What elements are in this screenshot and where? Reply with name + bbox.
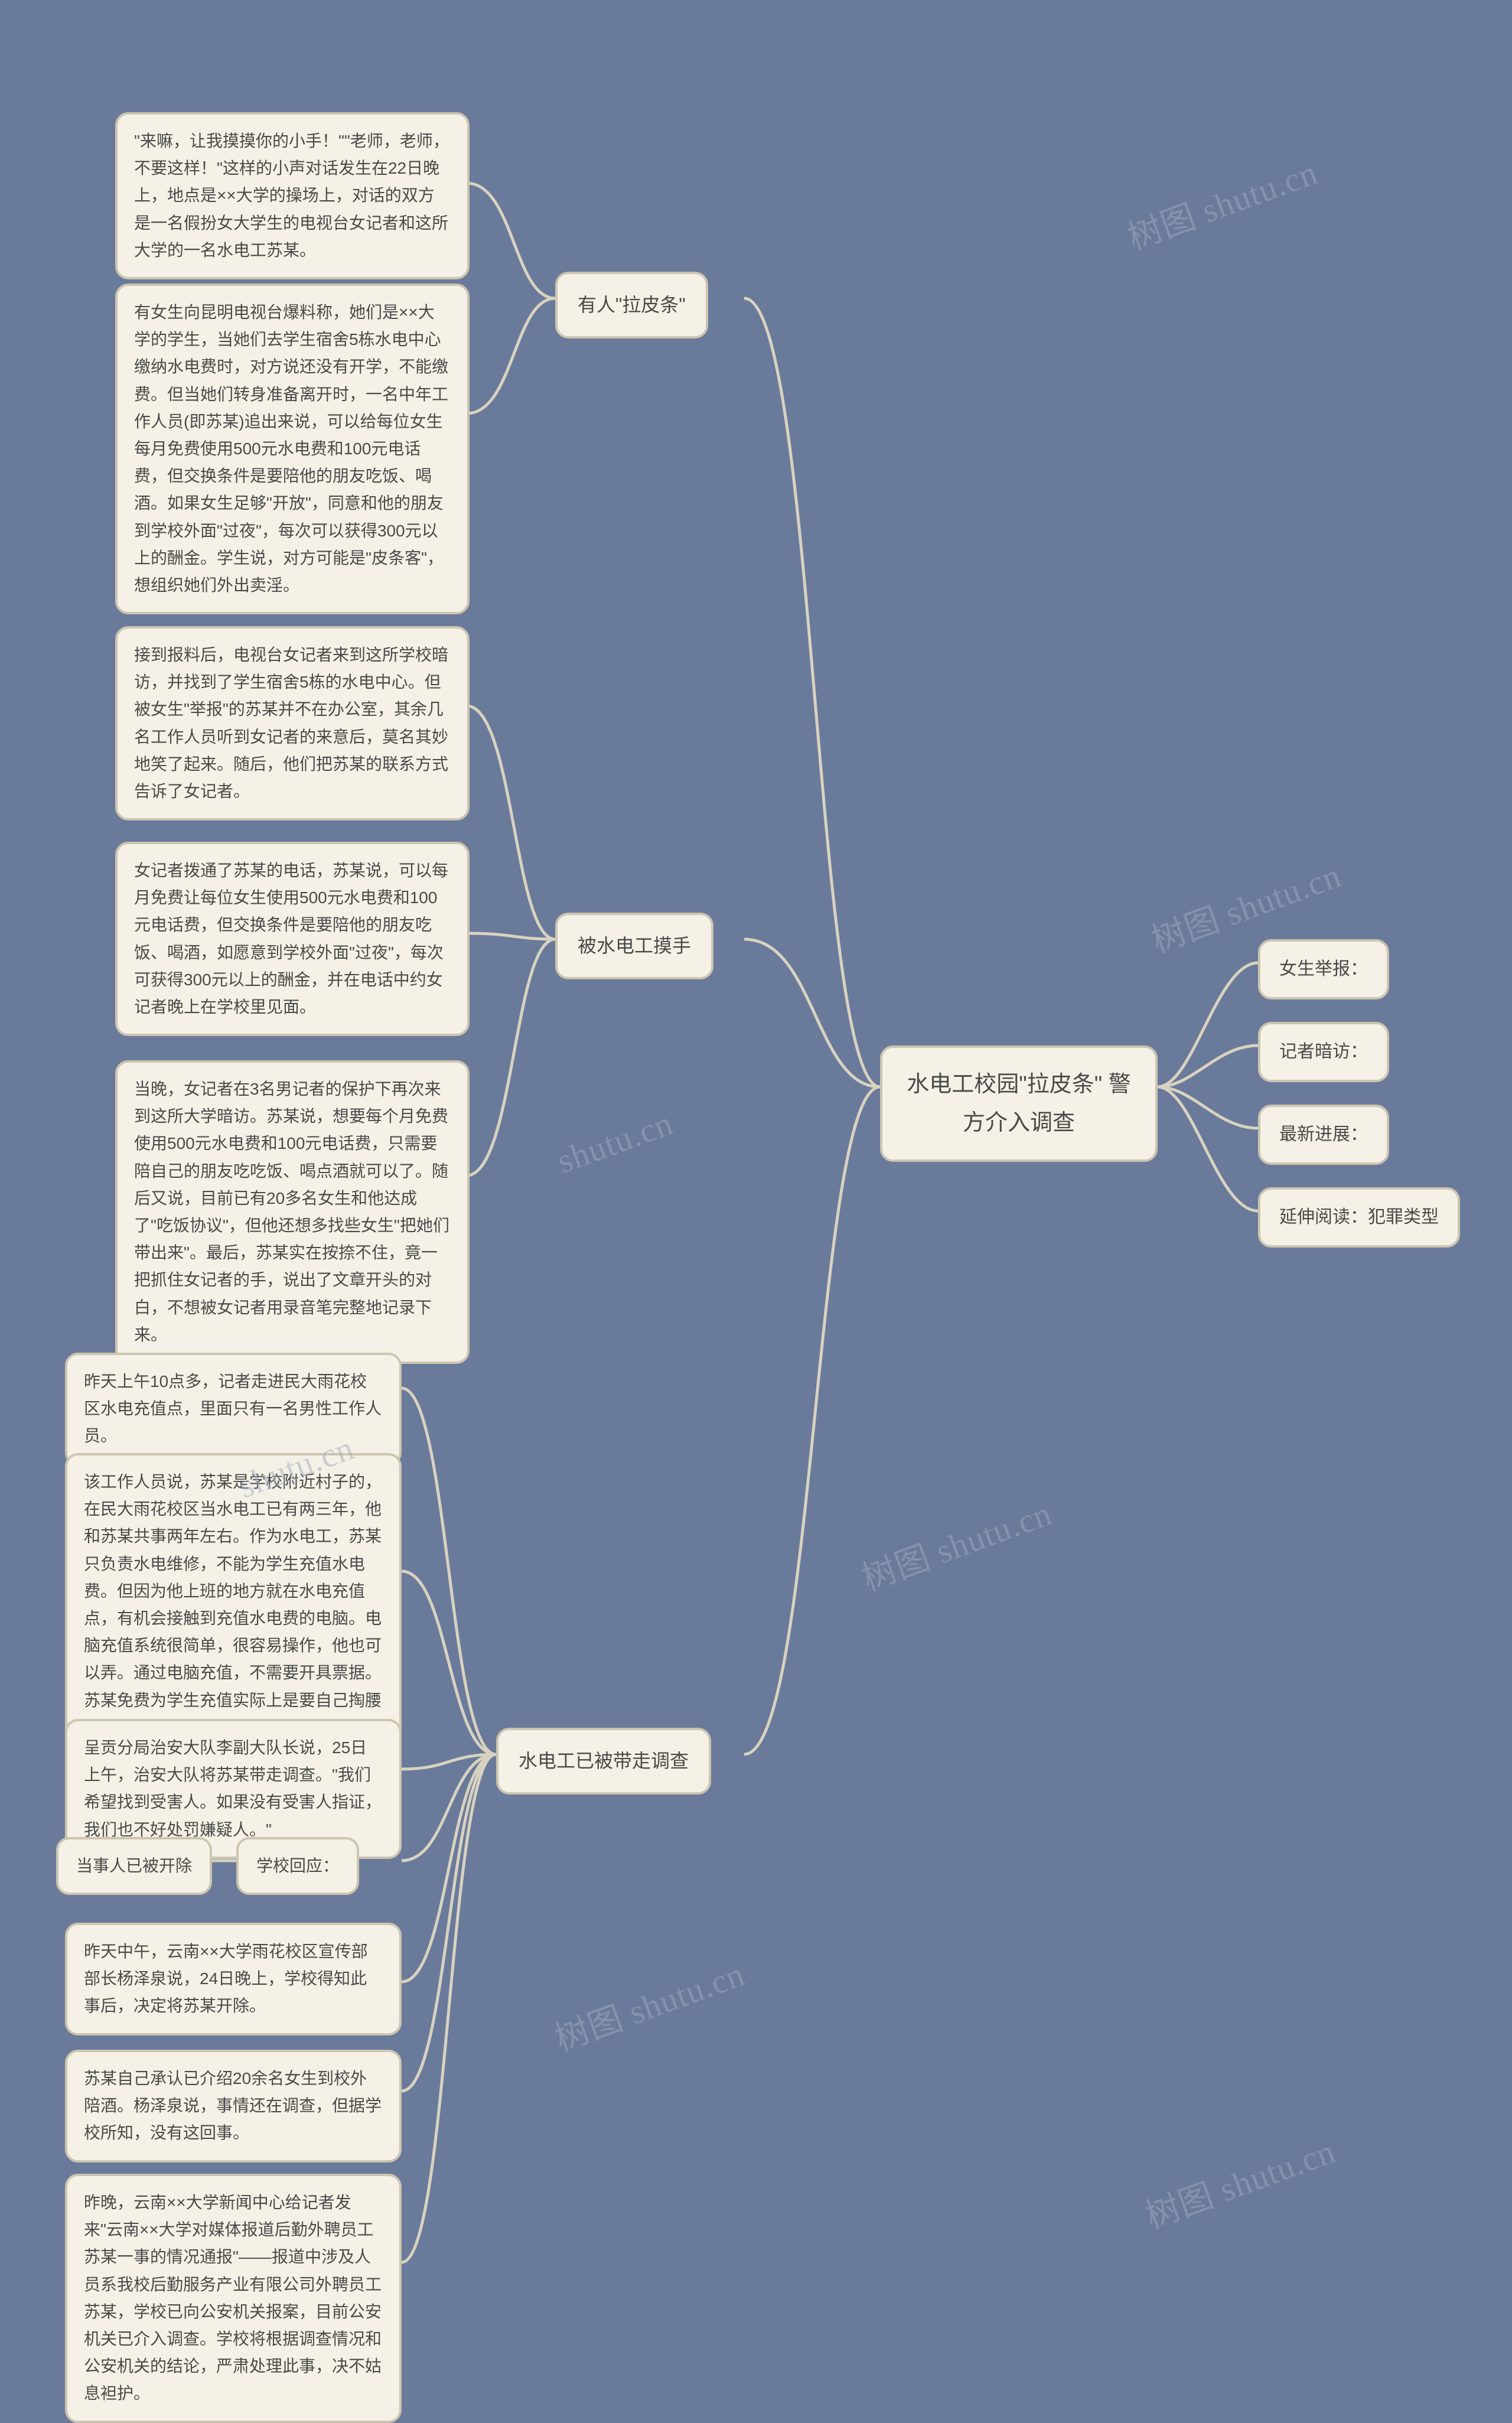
leaf-b2-1[interactable]: 女记者拨通了苏某的电话，苏某说，可以每月免费让每位女生使用500元水电费和100…	[115, 842, 470, 1036]
leaf-b1-0[interactable]: "来嘛，让我摸摸你的小手！""老师，老师，不要这样！"这样的小声对话发生在22日…	[115, 112, 470, 279]
watermark: 树图 shutu.cn	[1120, 145, 1324, 259]
leaf-b2-2[interactable]: 当晚，女记者在3名男记者的保护下再次来到这所大学暗访。苏某说，想要每个月免费使用…	[115, 1060, 470, 1364]
right-branch-3[interactable]: 延伸阅读：犯罪类型	[1258, 1187, 1460, 1248]
watermark: shutu.cn	[552, 1103, 679, 1181]
leaf-b1-1[interactable]: 有女生向昆明电视台爆料称，她们是××大学的学生，当她们去学生宿舍5栋水电中心缴纳…	[115, 284, 470, 614]
leaf-b3-0[interactable]: 昨天上午10点多，记者走进民大雨花校区水电充值点，里面只有一名男性工作人员。	[65, 1353, 402, 1465]
watermark: 树图 shutu.cn	[854, 1486, 1058, 1600]
left-branch-1[interactable]: 有人"拉皮条"	[555, 272, 708, 338]
watermark: 树图 shutu.cn	[547, 1946, 751, 2061]
right-branch-1[interactable]: 记者暗访：	[1258, 1022, 1389, 1082]
right-branch-0[interactable]: 女生举报：	[1258, 939, 1389, 999]
leaf-b3-1[interactable]: 该工作人员说，苏某是学校附近村子的，在民大雨花校区当水电工已有两三年，他和苏某共…	[65, 1453, 402, 1757]
leaf-b3-4[interactable]: 苏某自己承认已介绍20余名女生到校外陪酒。杨泽泉说，事情还在调查，但据学校所知，…	[65, 2050, 402, 2163]
watermark: 树图 shutu.cn	[1138, 2124, 1341, 2238]
root-node[interactable]: 水电工校园"拉皮条" 警方介入调查	[880, 1046, 1158, 1162]
leaf-b3-3[interactable]: 昨天中午，云南××大学雨花校区宣传部部长杨泽泉说，24日晚上，学校得知此事后，决…	[65, 1923, 402, 2036]
left-branch-3[interactable]: 水电工已被带走调查	[496, 1728, 711, 1795]
leaf-b3-5[interactable]: 昨晚，云南××大学新闻中心给记者发来"云南××大学对媒体报道后勤外聘员工苏某一事…	[65, 2174, 402, 2423]
left-branch-2[interactable]: 被水电工摸手	[555, 913, 713, 979]
leaf-b2-0[interactable]: 接到报料后，电视台女记者来到这所学校暗访，并找到了学生宿舍5栋的水电中心。但被女…	[115, 626, 470, 820]
leaf-b3-sub[interactable]: 当事人已被开除	[56, 1837, 212, 1895]
right-branch-2[interactable]: 最新进展：	[1258, 1105, 1389, 1165]
left-branch-3-sub[interactable]: 学校回应：	[236, 1837, 359, 1895]
